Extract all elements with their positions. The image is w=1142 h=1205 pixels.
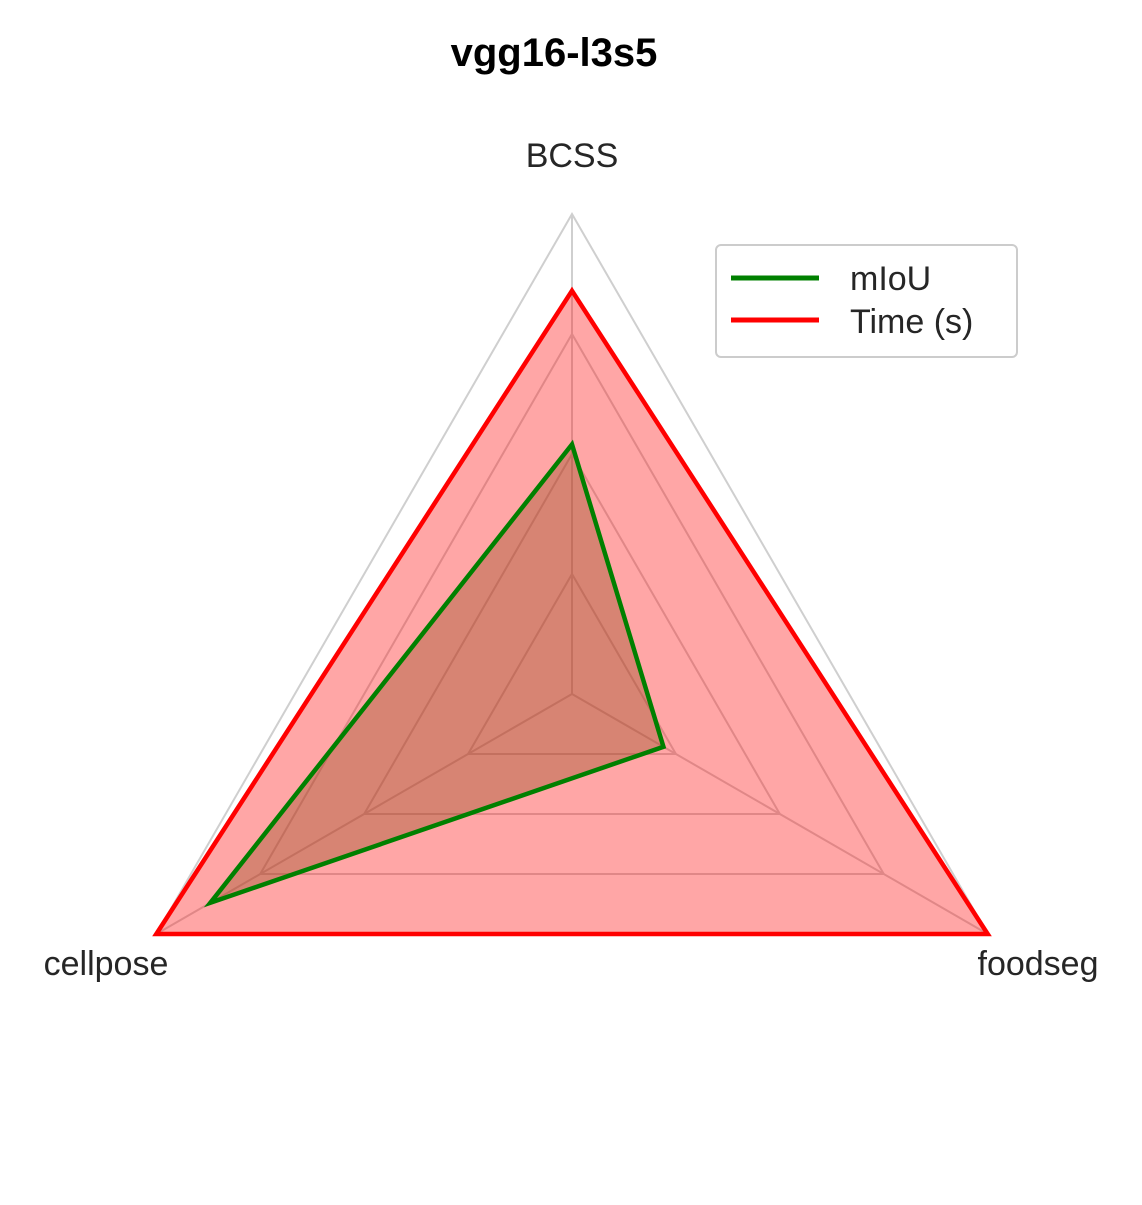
spoke-foodseg <box>571 693 989 935</box>
axis-label-bcss: BCSS <box>526 137 619 175</box>
radar-series <box>152 286 992 937</box>
legend: mIoU Time (s) <box>715 244 1018 358</box>
series-line-miou <box>203 439 667 908</box>
axis-label-cellpose: cellpose <box>44 945 169 983</box>
grid-ring-2 <box>362 451 782 815</box>
legend-label-miou: mIoU <box>850 260 931 298</box>
grid-ring-3 <box>258 332 886 875</box>
series-area-time-s <box>156 290 988 934</box>
grid-ring-1 <box>466 571 678 755</box>
legend-label-time: Time (s) <box>850 303 973 341</box>
radar-grid <box>154 212 990 935</box>
series-area-miou <box>210 444 664 903</box>
series-line-time-s <box>152 286 992 937</box>
axis-label-foodseg: foodseg <box>978 945 1099 983</box>
spoke-cellpose <box>155 693 573 935</box>
axis-labels: BCSS foodseg cellpose <box>44 137 1099 983</box>
chart-title: vgg16-l3s5 <box>451 31 658 75</box>
legend-frame <box>715 244 1018 358</box>
